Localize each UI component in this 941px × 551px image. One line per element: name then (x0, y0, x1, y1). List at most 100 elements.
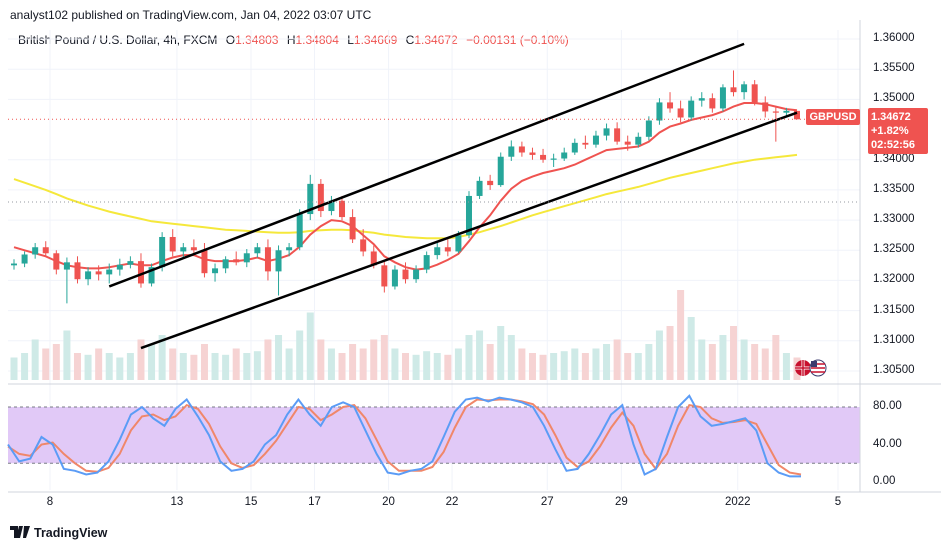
candle-body (127, 261, 134, 265)
volume-bar (126, 353, 134, 380)
candle (571, 138, 578, 155)
candle (116, 258, 123, 276)
footer-brand: TradingView (34, 526, 108, 540)
candle-body (233, 259, 240, 263)
candle (159, 232, 166, 272)
candle-body (476, 180, 483, 196)
candle-body (698, 98, 705, 101)
open-value: 1.34803 (235, 33, 279, 47)
candle (603, 123, 610, 141)
candle (719, 84, 726, 112)
candle (328, 195, 335, 216)
low-value: 1.34669 (353, 33, 398, 47)
volume-bar (42, 348, 50, 380)
volume-bar (232, 348, 240, 380)
candle-body (381, 265, 388, 287)
volume-bar (645, 344, 653, 380)
candle (391, 265, 398, 290)
candle-body (730, 87, 737, 93)
volume-bar (264, 339, 272, 380)
volume-bar (486, 344, 494, 380)
close-value: 1.34672 (414, 33, 458, 47)
candle-body (275, 250, 282, 272)
volume-bar (624, 353, 632, 380)
candle-body (719, 87, 726, 109)
price-tick-label: 1.33500 (873, 182, 915, 195)
candle (296, 209, 303, 251)
stoch-k-line (7, 394, 801, 478)
candle-body (677, 108, 684, 118)
time-tick-label: 27 (540, 496, 554, 508)
candle (772, 106, 779, 142)
candle-body (413, 269, 420, 280)
volume-bar (571, 348, 579, 380)
volume-bar (708, 344, 716, 380)
volume-bar (359, 348, 367, 380)
time-tick-label: 17 (308, 496, 321, 508)
volume-bar (444, 354, 452, 380)
candle-body (264, 247, 271, 272)
volume-bar (95, 348, 103, 380)
candle (74, 256, 81, 284)
candle (444, 239, 451, 257)
candle (148, 263, 155, 287)
candle (360, 229, 367, 257)
volume-bar (655, 330, 663, 380)
volume-bar (10, 357, 18, 380)
candle (497, 152, 504, 187)
volume-bar (370, 339, 378, 380)
channel-upper-line[interactable] (108, 42, 745, 288)
volume-bar (21, 353, 29, 380)
volume-bar (560, 351, 568, 380)
candle (381, 261, 388, 293)
tradingview-logo: TradingView (10, 526, 107, 540)
candle (339, 195, 346, 221)
candle-body (201, 250, 208, 274)
candle-body (190, 247, 197, 251)
change-percent: +1.82% (871, 125, 909, 137)
volume-bar (613, 339, 621, 380)
candle-body (550, 158, 557, 160)
channel-lower-line[interactable] (140, 111, 798, 350)
volume-bar (63, 330, 71, 380)
candle-body (645, 120, 652, 137)
candle-body (709, 98, 716, 109)
candle (645, 116, 652, 141)
price-tick-label: 1.30500 (873, 363, 915, 376)
candle-body (540, 154, 547, 160)
volume-bar (84, 354, 92, 380)
price-axis[interactable]: 1.36000 1.35500 1.35000 1.34000 1.33500 1.330… (861, 0, 941, 520)
candle-body (360, 239, 367, 252)
candle-body (212, 268, 219, 274)
candle (233, 251, 240, 266)
candle-body (592, 135, 599, 145)
time-tick-label: 22 (445, 496, 459, 508)
candle-body (32, 247, 39, 255)
candle (476, 176, 483, 199)
candle-body (148, 267, 155, 284)
candle-body (349, 217, 356, 240)
volume-bar (423, 351, 431, 380)
candle-body (74, 262, 81, 280)
time-tick-label: 20 (382, 496, 395, 508)
candle (222, 256, 229, 274)
volume-bar (105, 353, 113, 380)
time-tick-label: 5 (834, 496, 842, 508)
candle-body (63, 262, 70, 270)
candle (624, 135, 631, 151)
candle-body (391, 269, 398, 287)
volume-bar (603, 344, 611, 380)
candle (508, 140, 515, 161)
volume-bar (433, 353, 441, 380)
candle (127, 256, 134, 269)
candle-body (53, 253, 60, 270)
candle-body (370, 251, 377, 266)
candle-body (116, 264, 123, 270)
volume-bar (317, 339, 325, 380)
high-value: 1.34804 (295, 33, 339, 47)
high-label: H (286, 33, 296, 47)
volume-bar (476, 330, 484, 380)
candle-body (339, 200, 346, 218)
candle-body (296, 214, 303, 248)
